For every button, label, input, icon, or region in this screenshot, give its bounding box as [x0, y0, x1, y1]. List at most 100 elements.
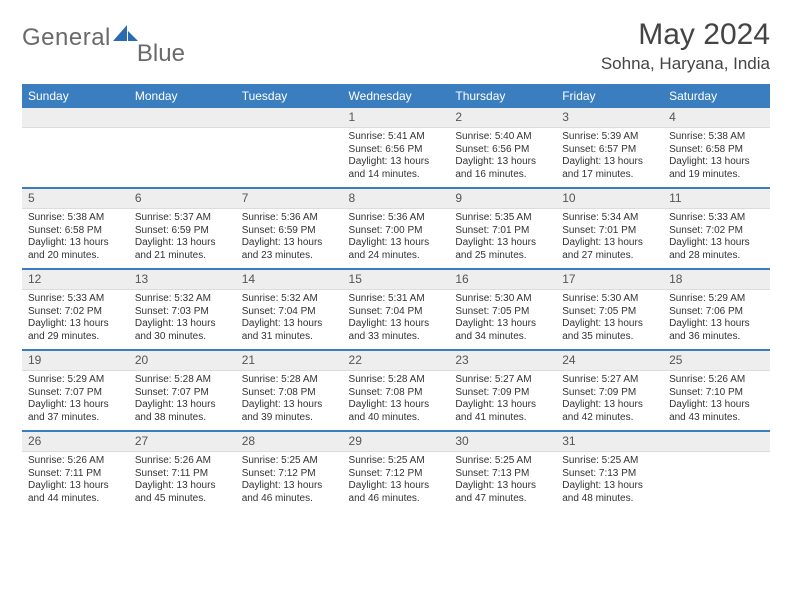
day-details: Sunrise: 5:31 AMSunset: 7:04 PMDaylight:… — [343, 290, 450, 351]
daylight-text-1: Daylight: 13 hours — [562, 480, 657, 493]
daylight-text-1: Daylight: 13 hours — [28, 480, 123, 493]
daylight-text-1: Daylight: 13 hours — [455, 399, 550, 412]
sunset-text: Sunset: 7:06 PM — [669, 306, 764, 319]
sunset-text: Sunset: 7:10 PM — [669, 387, 764, 400]
sunset-text: Sunset: 7:09 PM — [455, 387, 550, 400]
sunset-text: Sunset: 6:57 PM — [562, 144, 657, 157]
daylight-text-2: and 41 minutes. — [455, 412, 550, 425]
day-number: 6 — [129, 188, 236, 209]
sunrise-text: Sunrise: 5:25 AM — [349, 455, 444, 468]
daylight-text-1: Daylight: 13 hours — [669, 237, 764, 250]
day-number: 15 — [343, 269, 450, 290]
col-tuesday: Tuesday — [236, 84, 343, 108]
daylight-text-1: Daylight: 13 hours — [669, 318, 764, 331]
sunrise-text: Sunrise: 5:25 AM — [242, 455, 337, 468]
daylight-text-1: Daylight: 13 hours — [669, 399, 764, 412]
day-number: 12 — [22, 269, 129, 290]
day-number: 18 — [663, 269, 770, 290]
sunrise-text: Sunrise: 5:32 AM — [242, 293, 337, 306]
sunrise-text: Sunrise: 5:27 AM — [455, 374, 550, 387]
daylight-text-1: Daylight: 13 hours — [28, 399, 123, 412]
sunrise-text: Sunrise: 5:26 AM — [135, 455, 230, 468]
sunset-text: Sunset: 7:02 PM — [28, 306, 123, 319]
day-details: Sunrise: 5:30 AMSunset: 7:05 PMDaylight:… — [449, 290, 556, 351]
sunset-text: Sunset: 7:05 PM — [562, 306, 657, 319]
daylight-text-1: Daylight: 13 hours — [562, 237, 657, 250]
day-details: Sunrise: 5:32 AMSunset: 7:03 PMDaylight:… — [129, 290, 236, 351]
daylight-text-2: and 14 minutes. — [349, 169, 444, 182]
sunset-text: Sunset: 6:56 PM — [455, 144, 550, 157]
sunrise-text: Sunrise: 5:39 AM — [562, 131, 657, 144]
daylight-text-2: and 46 minutes. — [242, 493, 337, 506]
daylight-text-2: and 44 minutes. — [28, 493, 123, 506]
day-details: Sunrise: 5:28 AMSunset: 7:08 PMDaylight:… — [343, 371, 450, 432]
sunrise-text: Sunrise: 5:28 AM — [349, 374, 444, 387]
sunrise-text: Sunrise: 5:25 AM — [562, 455, 657, 468]
daylight-text-1: Daylight: 13 hours — [242, 480, 337, 493]
sunset-text: Sunset: 6:58 PM — [28, 225, 123, 238]
sunset-text: Sunset: 7:05 PM — [455, 306, 550, 319]
daylight-text-2: and 20 minutes. — [28, 250, 123, 263]
sunrise-text: Sunrise: 5:28 AM — [242, 374, 337, 387]
daynum-row: 567891011 — [22, 188, 770, 209]
col-saturday: Saturday — [663, 84, 770, 108]
brand-text-1: General — [22, 24, 111, 52]
day-details: Sunrise: 5:29 AMSunset: 7:06 PMDaylight:… — [663, 290, 770, 351]
brand-sail-icon — [113, 22, 139, 50]
daylight-text-2: and 30 minutes. — [135, 331, 230, 344]
sunrise-text: Sunrise: 5:30 AM — [562, 293, 657, 306]
day-number: 31 — [556, 431, 663, 452]
daylight-text-1: Daylight: 13 hours — [455, 480, 550, 493]
daylight-text-2: and 27 minutes. — [562, 250, 657, 263]
day-details: Sunrise: 5:26 AMSunset: 7:11 PMDaylight:… — [22, 452, 129, 512]
day-details: Sunrise: 5:28 AMSunset: 7:08 PMDaylight:… — [236, 371, 343, 432]
daylight-text-1: Daylight: 13 hours — [135, 237, 230, 250]
sunrise-text: Sunrise: 5:34 AM — [562, 212, 657, 225]
day-number: 25 — [663, 350, 770, 371]
day-number: 9 — [449, 188, 556, 209]
daylight-text-2: and 37 minutes. — [28, 412, 123, 425]
day-details: Sunrise: 5:27 AMSunset: 7:09 PMDaylight:… — [556, 371, 663, 432]
day-number: 29 — [343, 431, 450, 452]
day-details — [22, 128, 129, 189]
day-details: Sunrise: 5:38 AMSunset: 6:58 PMDaylight:… — [663, 128, 770, 189]
day-number — [236, 108, 343, 128]
calendar-table: Sunday Monday Tuesday Wednesday Thursday… — [22, 84, 770, 511]
sunrise-text: Sunrise: 5:33 AM — [28, 293, 123, 306]
daylight-text-2: and 17 minutes. — [562, 169, 657, 182]
day-details: Sunrise: 5:39 AMSunset: 6:57 PMDaylight:… — [556, 128, 663, 189]
month-title: May 2024 — [601, 18, 770, 52]
title-block: May 2024 Sohna, Haryana, India — [601, 18, 770, 74]
day-details: Sunrise: 5:25 AMSunset: 7:13 PMDaylight:… — [556, 452, 663, 512]
day-number: 21 — [236, 350, 343, 371]
col-friday: Friday — [556, 84, 663, 108]
daylight-text-2: and 47 minutes. — [455, 493, 550, 506]
sunset-text: Sunset: 7:07 PM — [135, 387, 230, 400]
sunset-text: Sunset: 7:01 PM — [455, 225, 550, 238]
detail-row: Sunrise: 5:33 AMSunset: 7:02 PM Daylight:… — [22, 290, 770, 351]
day-number: 22 — [343, 350, 450, 371]
sunrise-text: Sunrise: 5:41 AM — [349, 131, 444, 144]
sunset-text: Sunset: 7:09 PM — [562, 387, 657, 400]
sunset-text: Sunset: 7:01 PM — [562, 225, 657, 238]
brand-text-2: Blue — [137, 40, 185, 68]
sunrise-text: Sunrise: 5:26 AM — [28, 455, 123, 468]
sunset-text: Sunset: 6:59 PM — [135, 225, 230, 238]
day-details — [129, 128, 236, 189]
day-number: 24 — [556, 350, 663, 371]
location: Sohna, Haryana, India — [601, 54, 770, 74]
daylight-text-1: Daylight: 13 hours — [455, 237, 550, 250]
detail-row: Sunrise: 5:38 AMSunset: 6:58 PMDaylight:… — [22, 209, 770, 270]
daylight-text-2: and 29 minutes. — [28, 331, 123, 344]
day-number: 13 — [129, 269, 236, 290]
daylight-text-2: and 19 minutes. — [669, 169, 764, 182]
daylight-text-2: and 28 minutes. — [669, 250, 764, 263]
sunrise-text: Sunrise: 5:27 AM — [562, 374, 657, 387]
day-header-row: Sunday Monday Tuesday Wednesday Thursday… — [22, 84, 770, 108]
day-number: 5 — [22, 188, 129, 209]
day-number: 30 — [449, 431, 556, 452]
day-details: Sunrise: 5:25 AMSunset: 7:12 PMDaylight:… — [343, 452, 450, 512]
day-number: 7 — [236, 188, 343, 209]
daylight-text-2: and 39 minutes. — [242, 412, 337, 425]
day-details: Sunrise: 5:40 AMSunset: 6:56 PMDaylight:… — [449, 128, 556, 189]
